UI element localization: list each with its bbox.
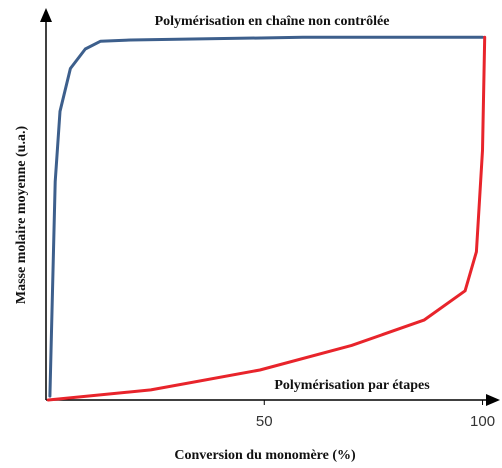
x-axis-label: Conversion du monomère (%): [174, 448, 356, 463]
series-label: Polymérisation en chaîne non contrôlée: [155, 14, 390, 29]
y-axis-label: Masse molaire moyenne (u.a.): [14, 126, 29, 305]
series-line: [48, 35, 484, 398]
x-arrow: [486, 394, 500, 406]
series-label: Polymérisation par étapes: [274, 378, 430, 393]
x-tick-label: 50: [256, 413, 273, 430]
series-line: [46, 35, 487, 402]
y-arrow: [40, 8, 52, 22]
x-tick-label: 100: [470, 413, 495, 430]
